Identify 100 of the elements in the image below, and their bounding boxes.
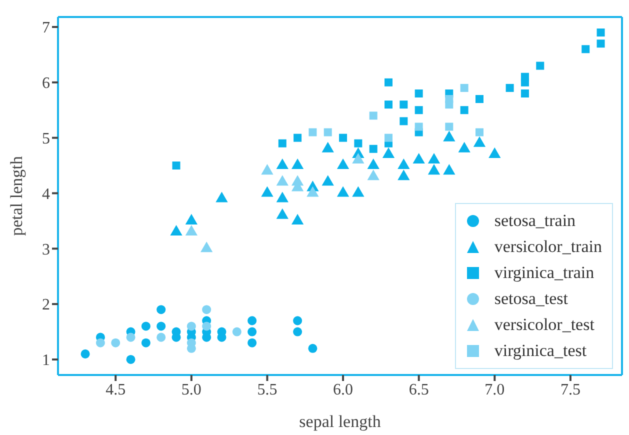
- point: [336, 186, 350, 197]
- point: [428, 152, 440, 164]
- point: [367, 170, 380, 180]
- point: [202, 322, 212, 331]
- point: [276, 175, 288, 186]
- point: [170, 225, 182, 236]
- point: [398, 158, 410, 170]
- x-tick-label: 5.5: [257, 381, 278, 398]
- point: [443, 164, 456, 175]
- point: [216, 192, 228, 202]
- y-tick-label: 1: [42, 352, 50, 370]
- point: [293, 316, 302, 326]
- point: [352, 186, 364, 197]
- y-tick-label: 2: [42, 296, 50, 314]
- point: [473, 136, 486, 147]
- point: [443, 130, 456, 142]
- point: [400, 100, 408, 109]
- point: [520, 89, 529, 98]
- point: [261, 164, 274, 175]
- legend-label: setosa_train: [494, 211, 576, 231]
- point: [400, 117, 408, 126]
- point: [185, 225, 198, 236]
- point: [232, 327, 242, 336]
- point: [261, 186, 274, 197]
- point: [384, 78, 393, 86]
- x-tick-label: 6.0: [333, 381, 354, 398]
- point: [398, 170, 410, 180]
- y-axis-title: petal length: [7, 156, 26, 236]
- point: [339, 134, 348, 142]
- point: [458, 142, 470, 152]
- point: [460, 106, 468, 114]
- y-tick-label: 3: [42, 241, 50, 258]
- point: [336, 158, 350, 170]
- point: [414, 89, 423, 98]
- legend-label: versicolor_train: [494, 237, 602, 257]
- point: [111, 338, 120, 348]
- point: [202, 305, 212, 314]
- point: [248, 338, 257, 348]
- point: [382, 147, 395, 158]
- x-axis-title: sepal length: [299, 412, 382, 431]
- point: [278, 139, 286, 148]
- point: [126, 332, 136, 342]
- y-tick-label: 7: [42, 20, 50, 37]
- point: [156, 305, 166, 314]
- point: [536, 62, 544, 70]
- point: [185, 214, 198, 224]
- y-tick-label: 6: [42, 75, 50, 92]
- point: [80, 349, 90, 358]
- point: [324, 128, 332, 136]
- point: [596, 28, 605, 37]
- point: [308, 128, 317, 136]
- x-tick-label: 7.0: [484, 381, 505, 398]
- point: [369, 112, 378, 120]
- point: [369, 144, 378, 153]
- point: [308, 344, 318, 353]
- point: [488, 147, 501, 158]
- point: [276, 208, 288, 219]
- point: [248, 327, 257, 336]
- point: [186, 322, 196, 331]
- point: [322, 142, 334, 152]
- point: [322, 175, 334, 186]
- point: [291, 214, 304, 224]
- point: [384, 100, 393, 109]
- point: [596, 40, 605, 48]
- point: [445, 100, 454, 109]
- x-tick-label: 6.5: [408, 381, 429, 398]
- point: [291, 158, 304, 170]
- point: [96, 338, 105, 348]
- point: [428, 164, 440, 175]
- y-tick-label: 5: [42, 130, 50, 148]
- point: [475, 128, 484, 136]
- legend-label: versicolor_test: [494, 315, 594, 335]
- y-tick-label: 4: [42, 186, 50, 203]
- point: [276, 158, 288, 170]
- legend-label: virginica_test: [494, 341, 587, 361]
- point: [352, 152, 364, 164]
- x-tick-label: 5.0: [181, 381, 202, 398]
- x-tick-label: 4.5: [106, 381, 126, 398]
- point: [306, 186, 319, 197]
- point: [354, 139, 362, 148]
- point: [156, 322, 166, 331]
- point: [412, 152, 425, 164]
- point: [506, 84, 514, 92]
- point: [384, 134, 393, 142]
- point: [126, 354, 136, 364]
- x-tick-label: 7.5: [560, 381, 580, 398]
- point: [445, 122, 454, 131]
- point: [475, 95, 484, 104]
- point: [582, 45, 590, 54]
- point: [172, 162, 180, 170]
- point: [294, 134, 302, 142]
- point: [460, 84, 468, 92]
- point: [520, 78, 529, 86]
- point: [141, 322, 150, 331]
- point: [414, 122, 423, 131]
- legend-label: virginica_train: [494, 263, 594, 283]
- point: [276, 192, 288, 202]
- point: [156, 332, 166, 342]
- point: [248, 316, 257, 326]
- legend-label: setosa_test: [494, 289, 568, 309]
